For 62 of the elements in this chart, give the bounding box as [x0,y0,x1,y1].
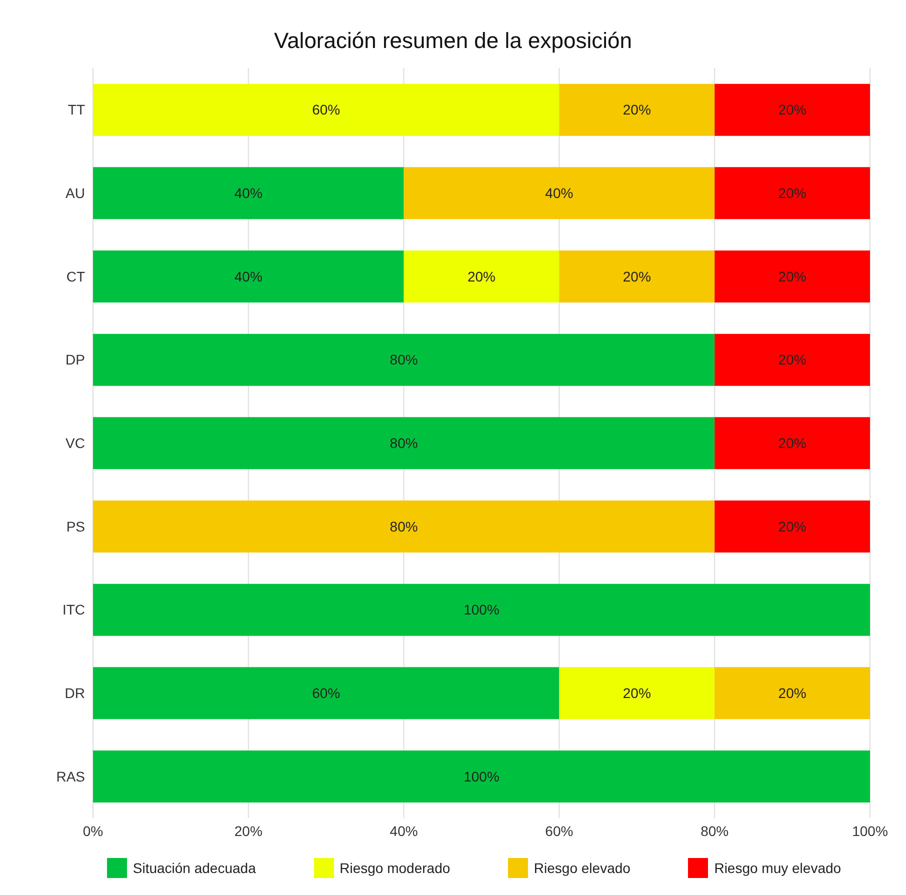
bar [93,417,715,470]
bar [714,667,870,720]
data-label: 20% [622,685,651,702]
bar [714,417,870,470]
x-tick-label: 0% [82,822,104,839]
y-tick-label: TT [68,102,86,118]
bar [714,250,870,302]
bar [559,84,715,136]
data-label: 20% [467,268,496,284]
y-tick-label: DP [66,352,85,368]
bar [93,500,715,552]
x-tick-label: 60% [545,822,574,839]
y-tick-label: PS [66,518,85,534]
y-tick-label: DR [64,684,85,701]
data-label: 60% [312,685,340,702]
data-label: 40% [234,268,262,284]
data-label: 20% [778,268,806,284]
legend-label: Riesgo muy elevado [714,860,842,876]
bar [559,667,715,720]
bar [93,667,560,720]
data-label: 20% [778,435,806,452]
bar [93,167,404,220]
data-label: 20% [622,268,651,284]
bar [714,334,870,386]
bar [93,334,715,386]
y-tick-label: CT [66,268,86,284]
bar [93,250,404,302]
legend-label: Riesgo elevado [534,860,630,876]
legend-label: Riesgo moderado [340,860,450,876]
data-label: 40% [234,185,262,202]
data-label: 20% [622,102,651,118]
data-label: 100% [464,602,500,618]
bar [404,250,560,302]
bar [93,750,870,802]
y-tick-label: ITC [62,602,85,618]
data-label: 20% [778,518,806,534]
bar [714,84,870,136]
y-tick-label: RAS [56,768,85,784]
data-label: 60% [312,102,340,118]
data-label: 20% [778,102,806,118]
bar [93,84,560,136]
x-tick-label: 100% [852,822,888,839]
data-label: 40% [545,185,574,202]
y-tick-label: AU [66,184,85,201]
data-label: 80% [390,435,418,452]
bar [714,167,870,220]
data-label: 20% [778,352,806,368]
x-tick-label: 80% [700,822,729,839]
y-tick-label: VC [66,434,85,451]
data-label: 80% [390,352,418,368]
x-tick-label: 20% [234,822,262,839]
data-label: 20% [778,185,806,202]
bar [559,250,715,302]
bar [404,167,715,220]
data-label: 80% [390,518,418,534]
x-tick-label: 40% [390,822,418,839]
data-label: 20% [778,685,806,702]
bar [93,584,870,636]
legend-label: Situación adecuada [132,860,256,876]
data-label: 100% [464,768,500,784]
chart-title: Valoración resumen de la exposición [273,28,633,54]
bar [714,500,870,552]
